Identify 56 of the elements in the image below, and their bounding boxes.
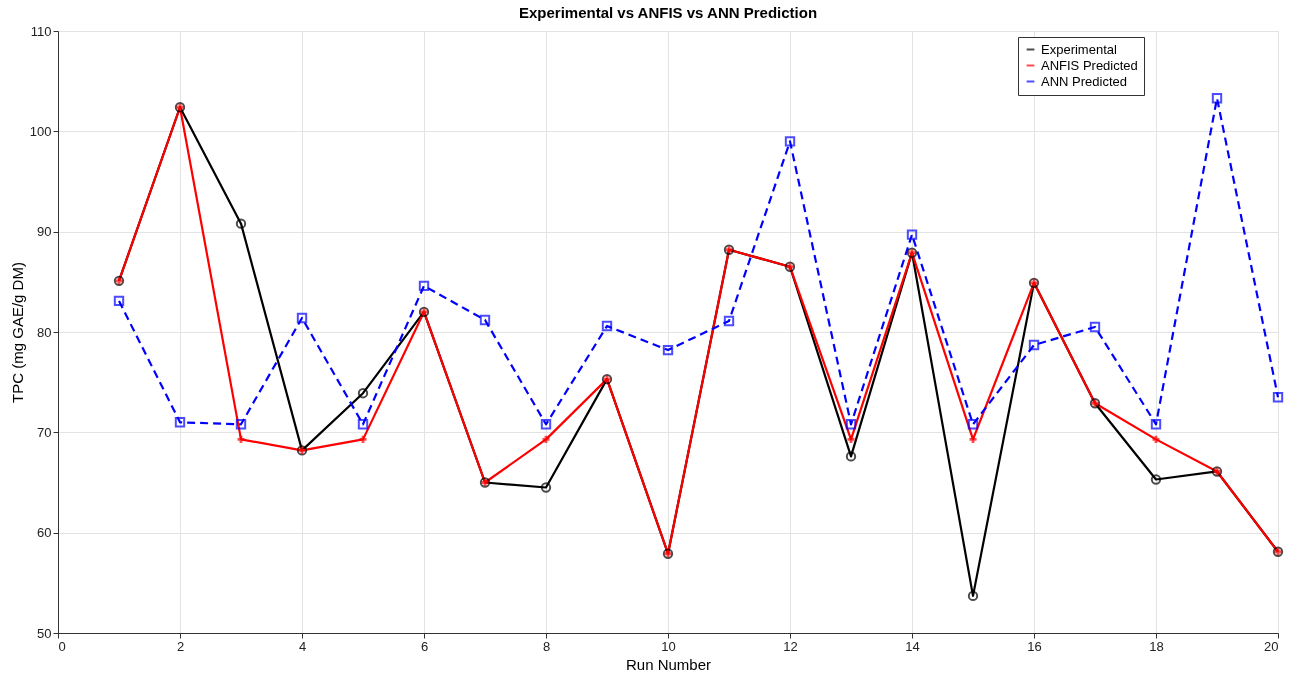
x-tick-label: 18	[1149, 638, 1164, 654]
point	[847, 435, 855, 443]
point	[845, 451, 857, 462]
point	[174, 417, 186, 428]
point	[235, 419, 247, 430]
point	[967, 590, 979, 602]
y-axis-title: TPC (mg GAE/g DM)	[8, 262, 26, 403]
point	[1089, 321, 1101, 333]
point	[1272, 392, 1284, 403]
y-tick-label: 100	[29, 123, 52, 139]
chart-title: Experimental vs ANFIS vs ANN Prediction	[518, 4, 818, 21]
point	[357, 419, 369, 430]
y-tick-label: 80	[37, 324, 52, 340]
legend-label: ANFIS Predicted	[1041, 57, 1138, 73]
point	[237, 435, 245, 443]
point	[601, 320, 613, 332]
legend-label: Experimental	[1041, 41, 1117, 57]
y-tick-label: 90	[37, 224, 52, 240]
x-tick-label: 20	[1264, 638, 1279, 654]
x-tick-label: 16	[1027, 638, 1042, 654]
x-tick-label: 2	[176, 638, 185, 654]
legend-label: ANN Predicted	[1041, 73, 1127, 89]
point	[542, 435, 550, 443]
point	[540, 419, 552, 430]
y-tick-label: 50	[37, 625, 52, 641]
point	[418, 280, 430, 292]
x-tick-label: 10	[661, 638, 676, 654]
point	[479, 314, 491, 326]
x-axis-title: Run Number	[625, 655, 712, 673]
x-tick-label: 8	[542, 638, 551, 654]
point	[967, 419, 979, 430]
point	[113, 295, 125, 307]
y-tick-label: 110	[30, 23, 52, 39]
point	[235, 218, 247, 229]
y-tick-label: 60	[37, 525, 52, 541]
x-tick-label: 4	[298, 638, 307, 654]
point	[1152, 435, 1160, 443]
point	[1211, 93, 1223, 104]
point	[662, 344, 674, 356]
point	[784, 136, 796, 147]
point	[1150, 474, 1162, 485]
x-tick-label: 12	[783, 638, 798, 654]
point	[359, 435, 367, 443]
point	[1028, 339, 1040, 351]
x-tick-label: 6	[420, 638, 429, 654]
point	[845, 419, 857, 430]
point	[296, 312, 308, 324]
point	[1150, 419, 1162, 430]
point	[969, 435, 977, 443]
x-tick-label: 0	[58, 638, 66, 654]
y-tick-label: 70	[37, 424, 52, 440]
point	[357, 388, 369, 399]
x-tick-label: 14	[905, 638, 920, 654]
point	[906, 229, 918, 240]
point	[540, 482, 552, 493]
point	[723, 315, 735, 327]
